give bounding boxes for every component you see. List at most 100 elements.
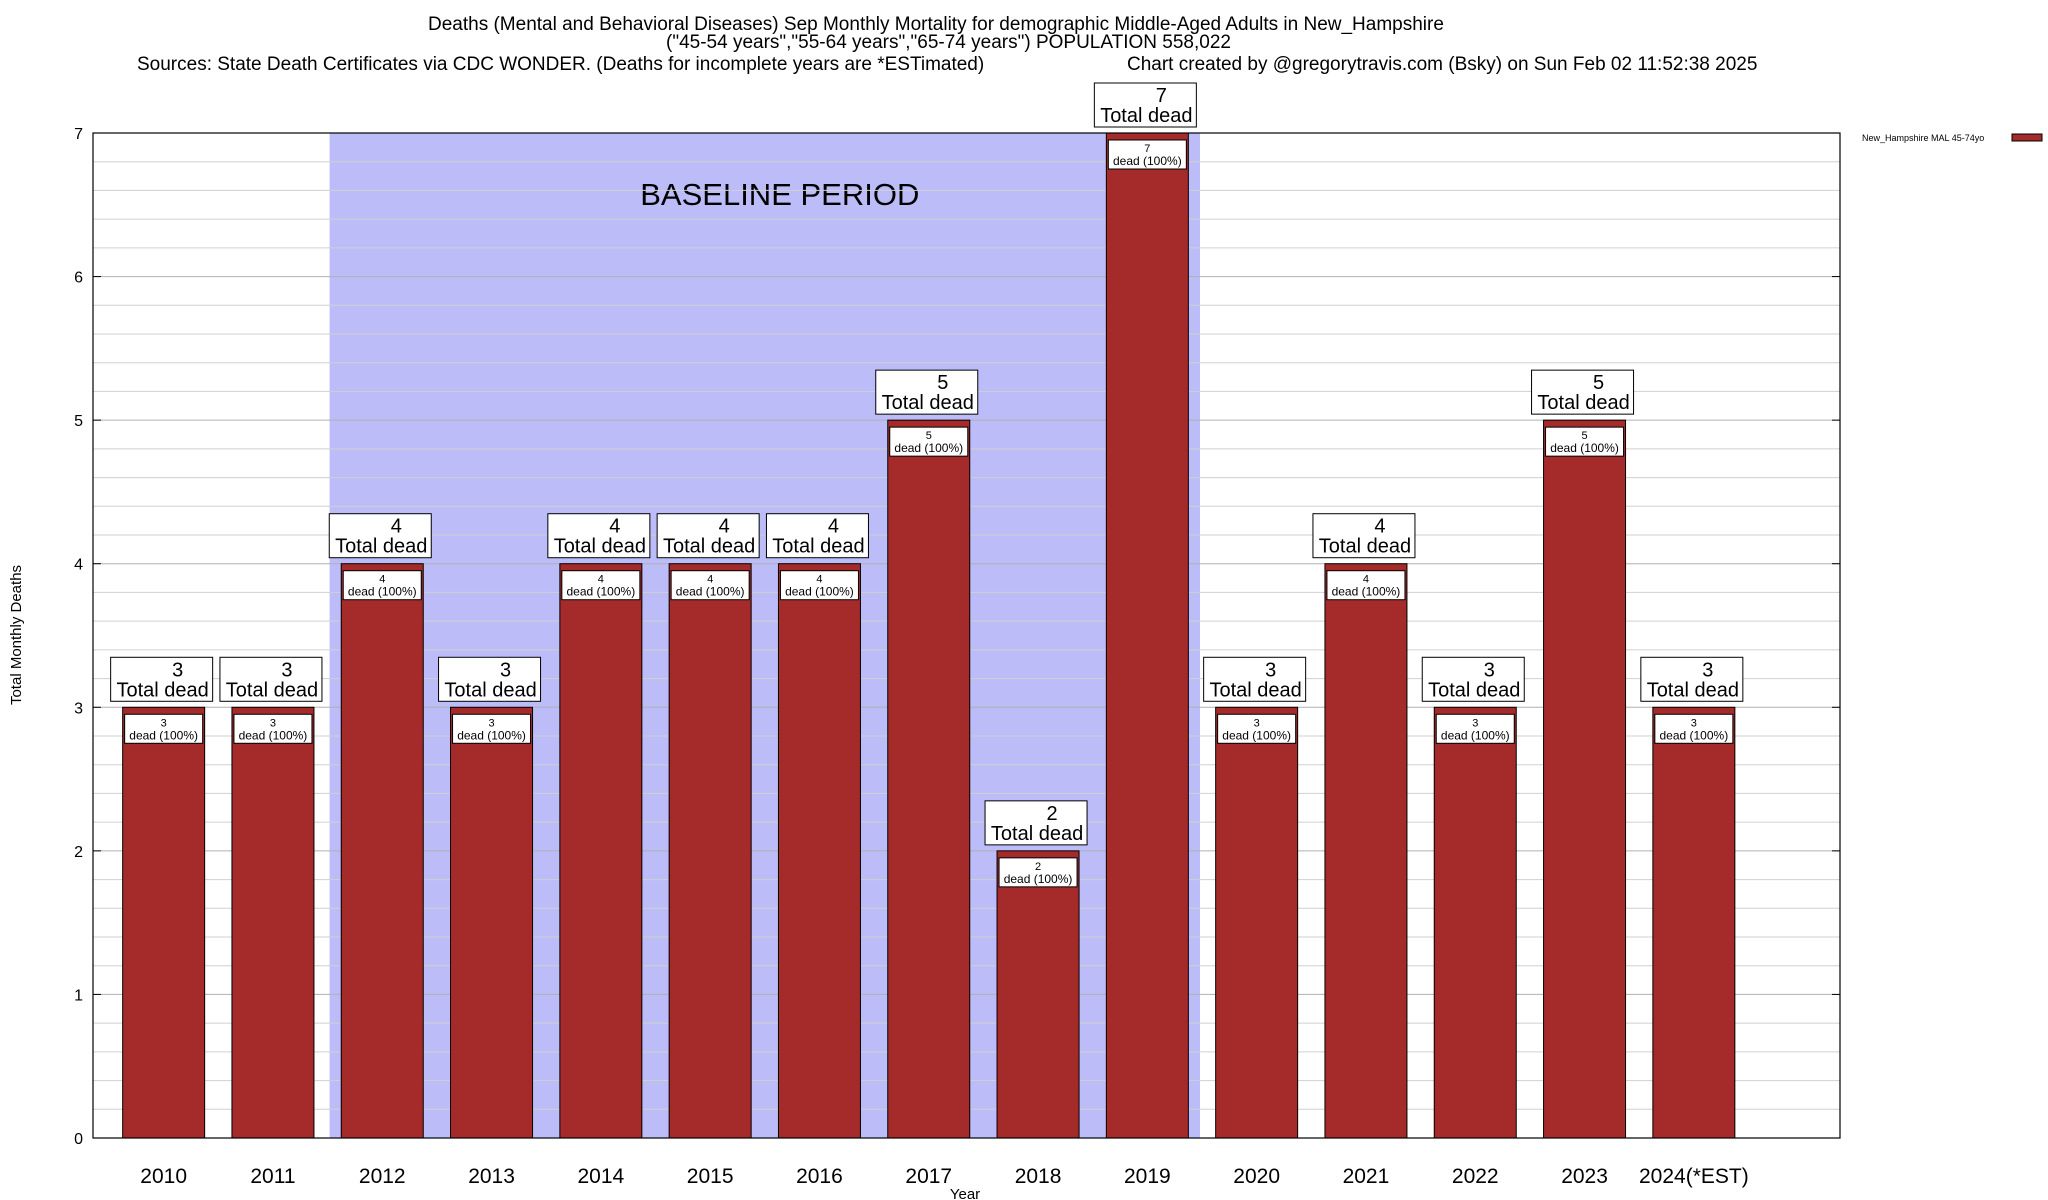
top-label-box xyxy=(765,513,869,559)
plot-frame xyxy=(92,132,1841,1139)
inner-label-value: 4 xyxy=(598,574,604,586)
inner-label-box xyxy=(1545,426,1625,457)
bar-2017 xyxy=(887,419,971,1139)
inner-label-box xyxy=(779,570,859,601)
inner-label-box xyxy=(670,570,750,601)
inner-label-value: 3 xyxy=(488,717,494,729)
chart-title: Deaths (Mental and Behavioral Diseases) … xyxy=(428,14,1444,35)
legend-swatch xyxy=(2011,133,2043,142)
inner-label-caption: dead (100%) xyxy=(894,441,963,455)
top-label-value: 4 xyxy=(391,516,402,538)
top-label-value: 4 xyxy=(609,516,620,538)
axes-layer: 0 1 2 3 4 5 6 7 2010 2011 2012 2013 2014 2015 2016 2017… xyxy=(8,126,1841,1200)
inner-label-caption: dead (100%) xyxy=(785,585,854,599)
inner-label-caption: dead (100%) xyxy=(239,728,308,742)
inner-label-caption: dead (100%) xyxy=(457,728,526,742)
top-label-value: 3 xyxy=(1702,659,1713,681)
x-tick-label: 2010 xyxy=(140,1165,187,1188)
inner-label-value: 5 xyxy=(1581,430,1587,442)
x-tick-label: 2018 xyxy=(1015,1165,1062,1188)
inner-label-value: 4 xyxy=(816,574,822,586)
inner-label-caption: dead (100%) xyxy=(1441,728,1510,742)
inner-label-caption: dead (100%) xyxy=(1332,585,1401,599)
inner-label-value: 2 xyxy=(1035,861,1041,873)
inner-label-box xyxy=(452,713,532,744)
bar-2022 xyxy=(1433,706,1517,1139)
inner-label-caption: dead (100%) xyxy=(1004,872,1073,886)
chart-credit: Chart created by @gregorytravis.com (Bsk… xyxy=(1127,54,1758,75)
top-label-value: 5 xyxy=(1593,372,1604,394)
legend-label: New_Hampshire MAL 45-74yo xyxy=(1862,133,1984,143)
x-tick-label: 2013 xyxy=(468,1165,515,1188)
top-label-box xyxy=(438,656,542,702)
y-tick-label: 0 xyxy=(74,1131,83,1148)
inner-label-value: 5 xyxy=(926,430,932,442)
top-label-caption: Total dead xyxy=(554,536,646,558)
bar-2021 xyxy=(1324,563,1408,1139)
inner-label-box xyxy=(1435,713,1515,744)
y-tick-label: 3 xyxy=(74,700,83,717)
bar-2010 xyxy=(122,706,206,1139)
top-label-caption: Total dead xyxy=(663,536,755,558)
inner-label-box xyxy=(1654,713,1734,744)
x-tick-label: 2024(*EST) xyxy=(1639,1165,1749,1188)
bar-2024(*EST) xyxy=(1652,706,1736,1139)
inner-label-box xyxy=(1217,713,1297,744)
inner-label-value: 3 xyxy=(270,717,276,729)
top-label-value: 4 xyxy=(828,516,839,538)
inner-label-caption: dead (100%) xyxy=(348,585,417,599)
inner-label-value: 7 xyxy=(1144,143,1150,155)
x-axis-label: Year xyxy=(950,1186,980,1200)
top-label-caption: Total dead xyxy=(1100,105,1192,127)
y-axis-label: Total Monthly Deaths xyxy=(8,565,25,705)
top-label-caption: Total dead xyxy=(1319,536,1411,558)
top-label-box xyxy=(875,369,979,415)
top-label-value: 3 xyxy=(281,659,292,681)
bar-2014 xyxy=(559,563,643,1139)
top-label-box xyxy=(1093,82,1197,128)
top-label-value: 3 xyxy=(172,659,183,681)
bars-layer xyxy=(122,132,1736,1139)
y-tick-label: 4 xyxy=(74,557,83,574)
chart-sources: Sources: State Death Certificates via CD… xyxy=(137,54,985,75)
inner-label-box xyxy=(233,713,313,744)
legend-layer: New_Hampshire MAL 45-74yo xyxy=(1862,133,2043,143)
inner-label-box xyxy=(1107,139,1187,170)
y-tick-label: 1 xyxy=(74,987,83,1004)
inner-label-box xyxy=(342,570,422,601)
bar-2011 xyxy=(231,706,315,1139)
top-label-box xyxy=(984,800,1088,846)
bar-2018 xyxy=(996,850,1080,1139)
x-tick-label: 2021 xyxy=(1343,1165,1390,1188)
top-label-box xyxy=(1531,369,1635,415)
top-label-box xyxy=(1640,656,1744,702)
x-tick-label: 2015 xyxy=(687,1165,734,1188)
top-label-caption: Total dead xyxy=(117,679,209,701)
bar-2012 xyxy=(340,563,424,1139)
inner-label-box xyxy=(1326,570,1406,601)
y-tick-label: 7 xyxy=(74,126,83,143)
x-tick-label: 2011 xyxy=(250,1165,295,1188)
top-label-caption: Total dead xyxy=(444,679,536,701)
